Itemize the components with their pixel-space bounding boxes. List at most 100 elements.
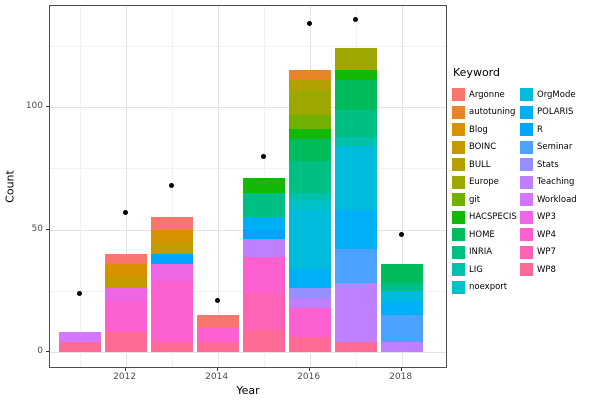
legend-swatch-blog <box>452 123 465 137</box>
bar-segment-boinc <box>150 241 193 255</box>
legend-label: BOINC <box>469 142 497 153</box>
gridline-x-major <box>217 6 219 367</box>
legend-item-bull: BULL <box>452 156 520 174</box>
legend-swatch-orgmode <box>520 88 533 102</box>
legend-label: INRIA <box>469 247 493 258</box>
legend-swatch-teaching <box>520 175 533 189</box>
x-tick-label: 2016 <box>297 372 321 382</box>
x-tick-label: 2018 <box>389 372 413 382</box>
bar-segment-home <box>380 263 423 284</box>
bar-segment-r <box>150 254 193 264</box>
legend-item-noexport: noexport <box>452 279 520 297</box>
legend-item-lig: LIG <box>452 261 520 279</box>
bar-segment-blog <box>150 229 193 242</box>
bar-segment-orgmode <box>334 146 377 210</box>
legend-swatch-europe <box>452 175 465 189</box>
legend-label: Europe <box>469 177 499 188</box>
legend-item-r: R <box>520 121 598 139</box>
bar-segment-inria <box>288 161 331 193</box>
bar-segment-orgmode <box>288 210 331 269</box>
legend-label: WP3 <box>537 212 556 223</box>
bar-segment-polaris <box>288 268 331 289</box>
legend-label: LIG <box>469 264 483 275</box>
legend-label: R <box>537 124 543 135</box>
legend-swatch-home <box>452 228 465 242</box>
bar-segment-git <box>288 114 331 130</box>
bar-segment-wp8 <box>242 329 285 352</box>
bar-segment-wp4 <box>104 300 147 333</box>
legend-item-hacspecis: HACSPECIS <box>452 209 520 227</box>
legend-label: WP7 <box>537 247 556 258</box>
gridline-x-major <box>125 6 127 367</box>
legend-label: Stats <box>537 159 559 170</box>
bar-segment-lig <box>288 192 331 201</box>
legend-label: WP4 <box>537 229 556 240</box>
legend-item-autotuning: autotuning <box>452 104 520 122</box>
bar-segment-argonne <box>104 254 147 264</box>
legend-label: Workload <box>537 194 577 205</box>
legend-item-polaris: POLARIS <box>520 104 598 122</box>
legend-label: HACSPECIS <box>469 212 517 223</box>
legend-column-1: Argonne autotuning Blog BOINC BULL Europe git H… <box>452 86 520 296</box>
data-point-dot <box>77 290 83 296</box>
legend-column-2: OrgMode POLARIS R Seminar Stats Teaching Workl… <box>520 86 598 279</box>
bar-segment-polaris <box>242 217 285 230</box>
bar-segment-teaching <box>242 239 285 257</box>
bar-segment-polaris <box>334 210 377 250</box>
legend-label: HOME <box>469 229 495 240</box>
gridline-x-minor <box>79 6 81 367</box>
bar-segment-noexport <box>288 200 331 210</box>
legend-swatch-polaris <box>520 105 533 119</box>
gridline-y-major <box>50 107 446 109</box>
legend-swatch-autotuning <box>452 105 465 119</box>
bar-segment-hacspecis <box>288 129 331 139</box>
x-tick-mark <box>400 368 402 371</box>
bar-segment-teaching <box>380 342 423 352</box>
data-point-dot <box>261 153 267 159</box>
data-point-dot <box>215 298 221 304</box>
bar-segment-seminar <box>334 249 377 284</box>
x-tick-mark <box>308 368 310 371</box>
bar-segment-wp3 <box>104 288 147 301</box>
x-tick-mark <box>216 368 218 371</box>
gridline-x-major <box>401 6 403 367</box>
legend-label: git <box>469 194 481 205</box>
x-tick-mark <box>124 368 126 371</box>
bar-segment-inria <box>242 192 285 218</box>
bar-segment-home <box>288 139 331 162</box>
legend-item-stats: Stats <box>520 156 598 174</box>
legend-swatch-lig <box>452 263 465 277</box>
legend-item-orgmode: OrgMode <box>520 86 598 104</box>
legend-swatch-wp4 <box>520 228 533 242</box>
legend-swatch-seminar <box>520 140 533 154</box>
bar-segment-teaching <box>334 283 377 343</box>
bar-segment-wp3 <box>150 263 193 281</box>
bar-segment-workload <box>58 332 101 343</box>
bar-segment-wp8 <box>334 342 377 352</box>
legend-label: Argonne <box>469 89 505 100</box>
legend-item-wp7: WP7 <box>520 244 598 262</box>
data-point-dot <box>353 16 359 22</box>
legend-label: Teaching <box>537 177 575 188</box>
y-tick-label: 50 <box>31 223 43 234</box>
legend-label: autotuning <box>469 107 516 118</box>
gridline-y-minor <box>50 46 446 47</box>
bar-segment-polaris <box>380 300 423 316</box>
x-axis-title: Year <box>236 384 260 397</box>
gridline-y-minor <box>50 168 446 170</box>
bar-segment-wp7 <box>242 293 285 330</box>
gridline-y-major <box>50 352 446 353</box>
legend-item-europe: Europe <box>452 174 520 192</box>
legend-swatch-bull <box>452 158 465 172</box>
y-tick-mark <box>46 351 49 352</box>
bar-segment-wp8 <box>58 342 101 352</box>
bar-segment-hacspecis <box>334 70 377 81</box>
bar-segment-argonne <box>150 217 193 230</box>
bar-segment-wp8 <box>150 342 193 352</box>
legend-item-inria: INRIA <box>452 244 520 262</box>
bar-segment-boinc <box>104 276 147 289</box>
legend-swatch-wp8 <box>520 263 533 277</box>
bar-segment-teaching <box>288 298 331 308</box>
legend-swatch-wp3 <box>520 210 533 224</box>
legend-item-wp4: WP4 <box>520 226 598 244</box>
